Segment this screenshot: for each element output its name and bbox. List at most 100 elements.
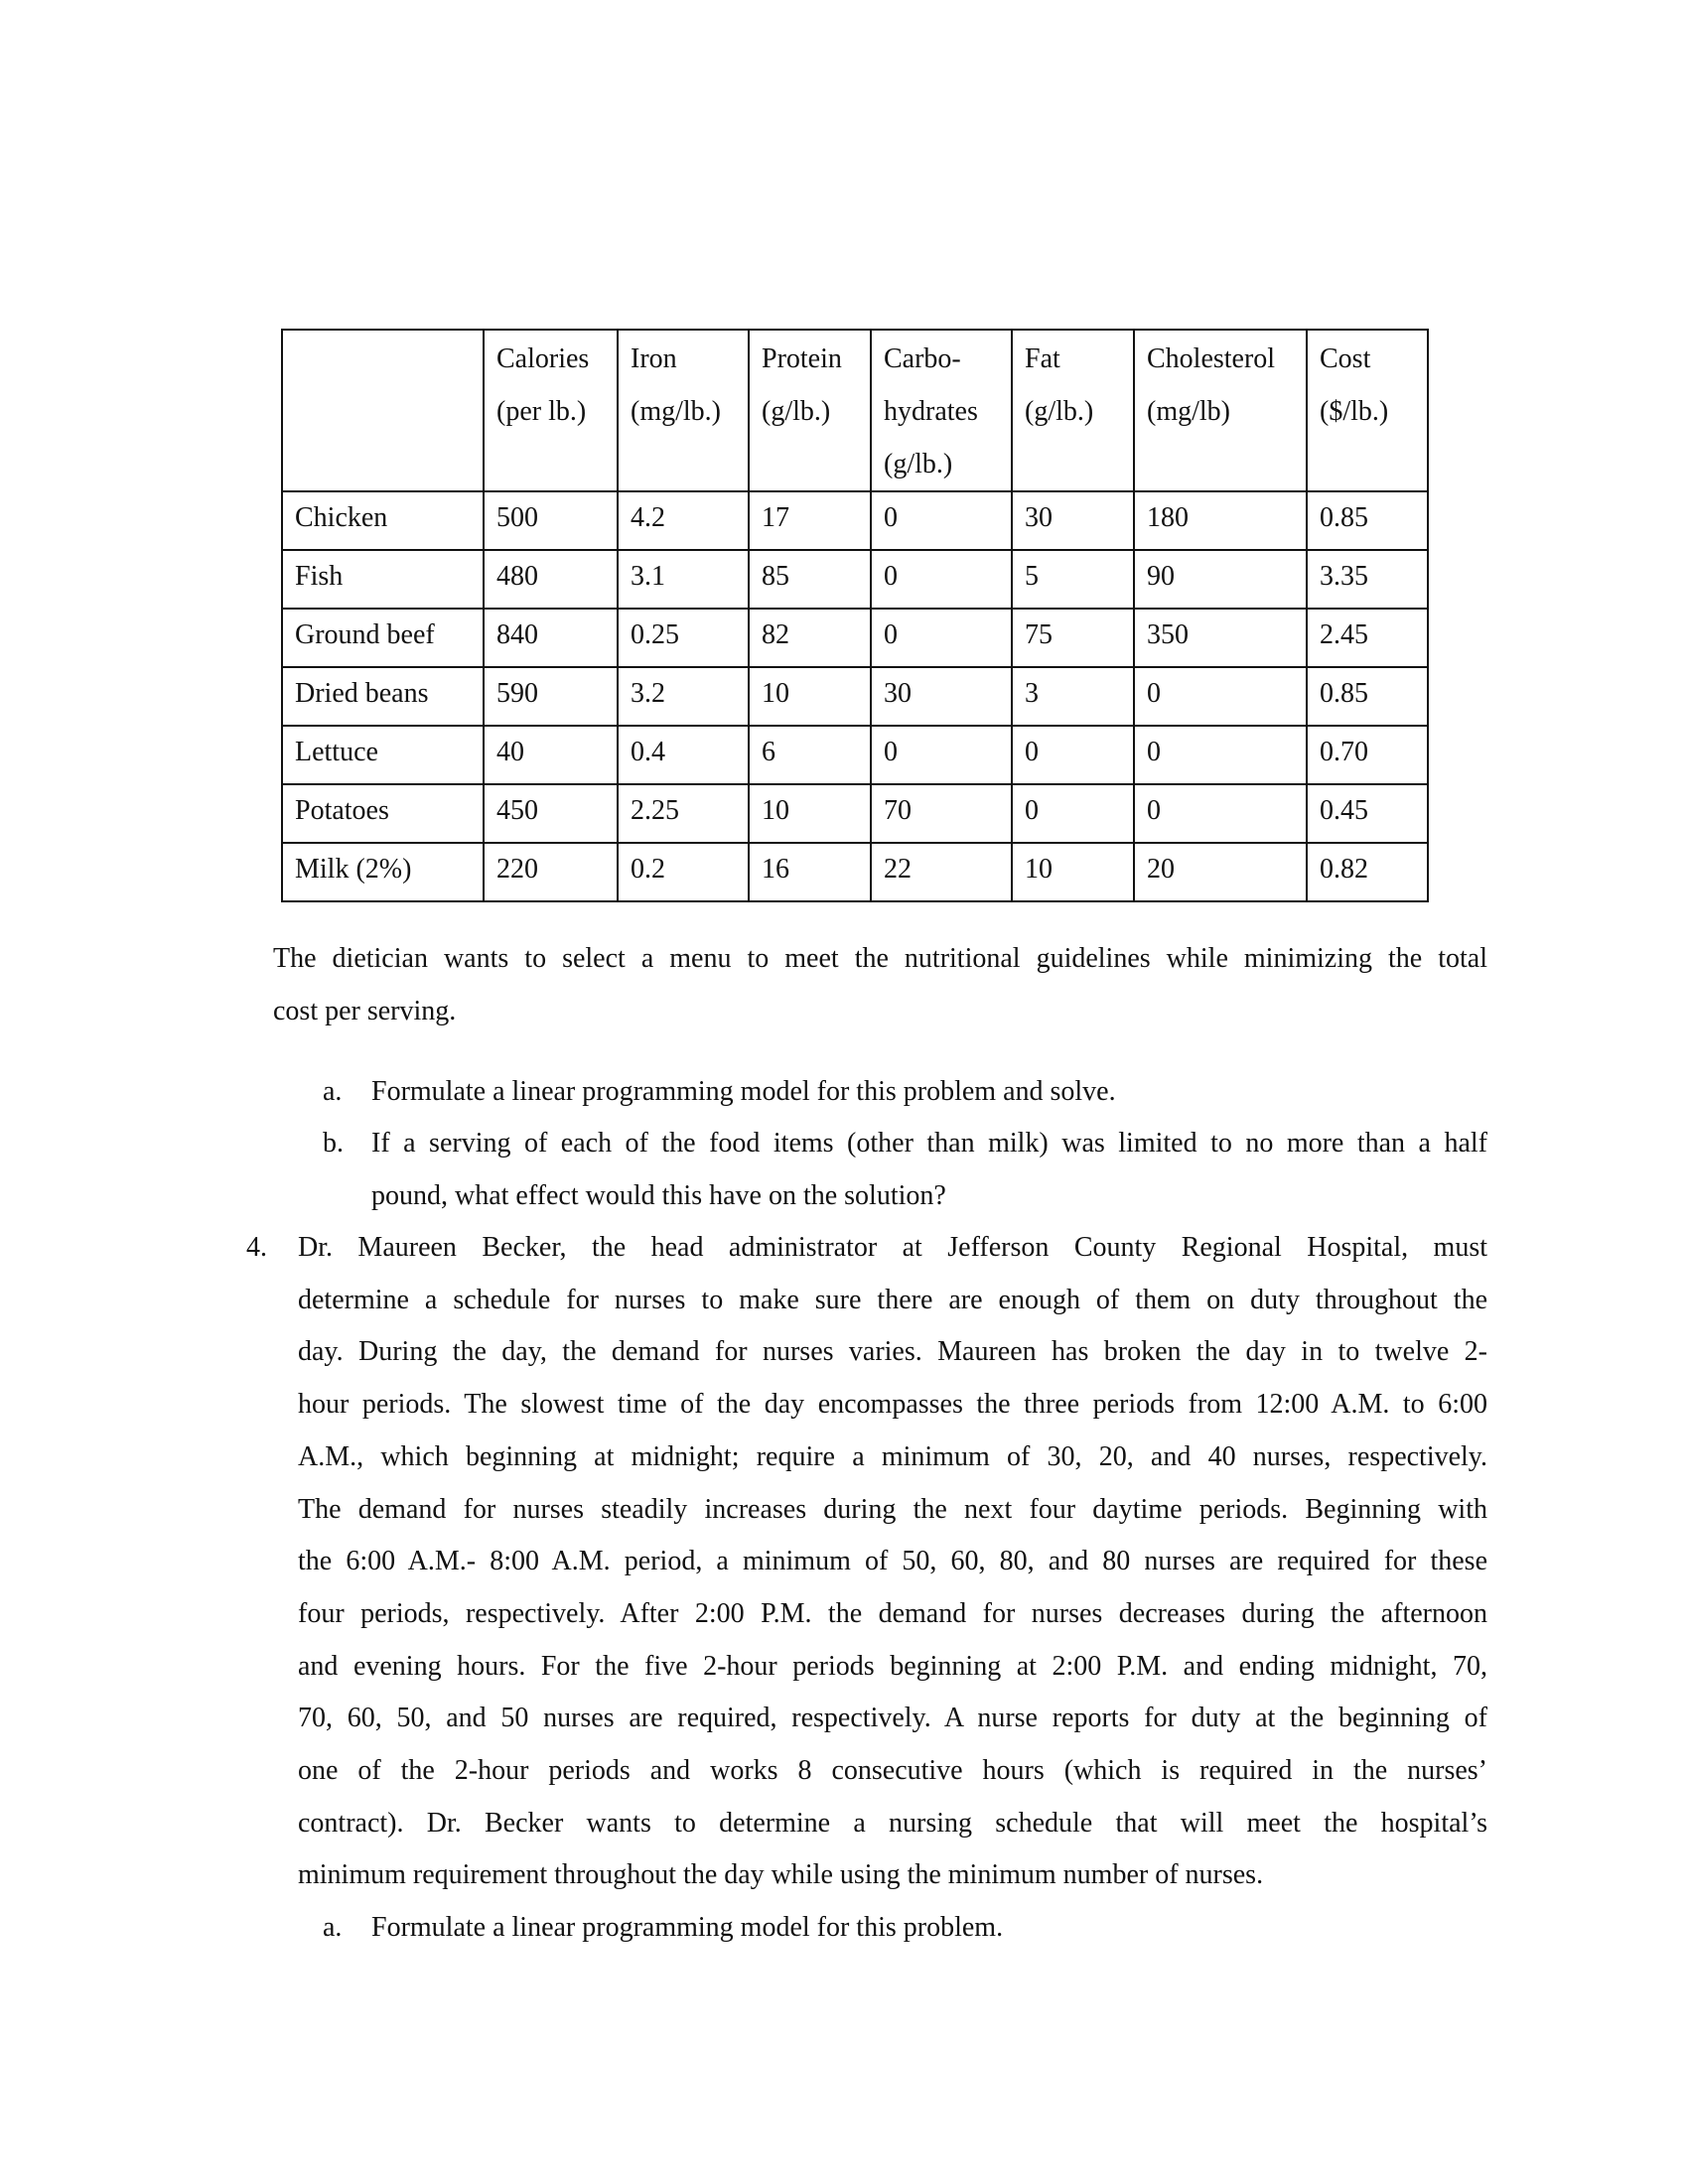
table-cell: 70 bbox=[870, 783, 1013, 844]
row-label: Potatoes bbox=[281, 783, 485, 844]
question-4-text-line: day. During the day, the demand for nurs… bbox=[298, 1336, 1487, 1368]
column-header: Cholesterol (mg/lb) bbox=[1133, 329, 1308, 492]
question-4a-text: Formulate a linear programming model for… bbox=[371, 1912, 1004, 1943]
row-label: Fish bbox=[281, 549, 485, 610]
column-header-line: (mg/lb.) bbox=[631, 396, 721, 427]
column-header: Calories (per lb.) bbox=[483, 329, 619, 492]
table-cell: 75 bbox=[1011, 608, 1135, 668]
column-header-line: hydrates bbox=[884, 396, 978, 427]
column-header-line: (per lb.) bbox=[496, 396, 587, 427]
table-cell: 0.45 bbox=[1306, 783, 1429, 844]
table-cell: 82 bbox=[748, 608, 872, 668]
question-4-text-line: four periods, respectively. After 2:00 P… bbox=[298, 1597, 1487, 1629]
table-cell: 5 bbox=[1011, 549, 1135, 610]
table-cell: 0 bbox=[1133, 725, 1308, 785]
table-cell: 3.35 bbox=[1306, 549, 1429, 610]
question-3b-text-line: pound, what effect would this have on th… bbox=[371, 1180, 946, 1211]
table-cell: 590 bbox=[483, 666, 619, 727]
table-cell: 0 bbox=[870, 608, 1013, 668]
column-header-line: Iron bbox=[631, 343, 677, 374]
table-cell: 450 bbox=[483, 783, 619, 844]
table-row: Fish 480 3.1 85 0 5 90 3.35 bbox=[281, 549, 1429, 610]
column-header: Iron (mg/lb.) bbox=[617, 329, 750, 492]
column-header-line: Fat bbox=[1025, 343, 1060, 374]
question-4-text-line: and evening hours. For the five 2-hour p… bbox=[298, 1650, 1487, 1682]
question-4-text-line: The demand for nurses steadily increases… bbox=[298, 1493, 1487, 1525]
row-label: Dried beans bbox=[281, 666, 485, 727]
question-3b-text-line: If a serving of each of the food items (… bbox=[371, 1128, 1487, 1159]
table-cell: 10 bbox=[748, 666, 872, 727]
table-cell: 30 bbox=[1011, 490, 1135, 551]
table-cell: 0 bbox=[870, 725, 1013, 785]
question-3a-text: Formulate a linear programming model for… bbox=[371, 1076, 1116, 1107]
list-marker: a. bbox=[323, 1912, 343, 1943]
table-cell: 480 bbox=[483, 549, 619, 610]
table-row: Lettuce 40 0.4 6 0 0 0 0.70 bbox=[281, 725, 1429, 785]
table-row: Chicken 500 4.2 17 0 30 180 0.85 bbox=[281, 490, 1429, 551]
question-4-text-line: one of the 2-hour periods and works 8 co… bbox=[298, 1755, 1487, 1786]
table-cell: 3 bbox=[1011, 666, 1135, 727]
table-cell: 2.25 bbox=[617, 783, 750, 844]
column-header-line: (g/lb.) bbox=[762, 396, 831, 427]
table-cell: 6 bbox=[748, 725, 872, 785]
question-4-text-line: the 6:00 A.M.- 8:00 A.M. period, a minim… bbox=[298, 1546, 1487, 1577]
table-cell: 220 bbox=[483, 842, 619, 902]
table-cell: 0.82 bbox=[1306, 842, 1429, 902]
table-cell: 10 bbox=[748, 783, 872, 844]
table-cell: 0.70 bbox=[1306, 725, 1429, 785]
question-number: 4. bbox=[246, 1232, 267, 1263]
table-cell: 0.85 bbox=[1306, 666, 1429, 727]
table-cell: 2.45 bbox=[1306, 608, 1429, 668]
table-cell: 17 bbox=[748, 490, 872, 551]
column-header-line: Calories bbox=[496, 343, 590, 374]
table-cell: 40 bbox=[483, 725, 619, 785]
row-label: Lettuce bbox=[281, 725, 485, 785]
question-4-text-line: minimum requirement throughout the day w… bbox=[298, 1859, 1264, 1891]
question-4-text-line: determine a schedule for nurses to make … bbox=[298, 1284, 1487, 1315]
column-header: Carbo-hydrates (g/lb.) bbox=[870, 329, 1013, 492]
question-4-text-line: hour periods. The slowest time of the da… bbox=[298, 1389, 1487, 1421]
table-cell: 350 bbox=[1133, 608, 1308, 668]
table-cell: 20 bbox=[1133, 842, 1308, 902]
table-cell: 3.1 bbox=[617, 549, 750, 610]
table-cell: 0.4 bbox=[617, 725, 750, 785]
list-marker: a. bbox=[323, 1076, 343, 1107]
column-header-line: (g/lb.) bbox=[1025, 396, 1094, 427]
table-row: Potatoes 450 2.25 10 70 0 0 0.45 bbox=[281, 783, 1429, 844]
table-cell: 0 bbox=[870, 549, 1013, 610]
intro-text-line: The dietician wants to select a menu to … bbox=[273, 943, 1487, 974]
column-header-line: (mg/lb) bbox=[1147, 396, 1230, 427]
table-cell: 500 bbox=[483, 490, 619, 551]
table-cell: 0 bbox=[1011, 783, 1135, 844]
table-row: Dried beans 590 3.2 10 30 3 0 0.85 bbox=[281, 666, 1429, 727]
list-marker: b. bbox=[323, 1128, 344, 1159]
table-cell: 3.2 bbox=[617, 666, 750, 727]
table-row: Ground beef 840 0.25 82 0 75 350 2.45 bbox=[281, 608, 1429, 668]
table-cell: 840 bbox=[483, 608, 619, 668]
column-header: Cost ($/lb.) bbox=[1306, 329, 1429, 492]
row-label: Chicken bbox=[281, 490, 485, 551]
column-header-line: Protein bbox=[762, 343, 842, 374]
question-4-text-line: contract). Dr. Becker wants to determine… bbox=[298, 1807, 1487, 1839]
table-cell: 180 bbox=[1133, 490, 1308, 551]
question-4-text-line: Dr. Maureen Becker, the head administrat… bbox=[298, 1232, 1487, 1263]
column-header: Fat (g/lb.) bbox=[1011, 329, 1135, 492]
table-header-row: Calories (per lb.) Iron (mg/lb.) Protein (g/l… bbox=[281, 329, 1429, 492]
question-4-text-line: A.M., which beginning at midnight; requi… bbox=[298, 1440, 1487, 1472]
column-header: Protein (g/lb.) bbox=[748, 329, 872, 492]
table-cell: 4.2 bbox=[617, 490, 750, 551]
column-header-line: Carbo- bbox=[884, 343, 961, 374]
table-cell: 0 bbox=[870, 490, 1013, 551]
table-cell: 0.85 bbox=[1306, 490, 1429, 551]
table-cell: 10 bbox=[1011, 842, 1135, 902]
table-cell: 30 bbox=[870, 666, 1013, 727]
column-header-line: Cholesterol bbox=[1147, 343, 1276, 374]
table-cell: 16 bbox=[748, 842, 872, 902]
table-cell: 0 bbox=[1011, 725, 1135, 785]
column-header-line: Cost bbox=[1320, 343, 1371, 374]
question-4-text-line: 70, 60, 50, and 50 nurses are required, … bbox=[298, 1703, 1487, 1734]
table-cell: 85 bbox=[748, 549, 872, 610]
nutrition-table: Calories (per lb.) Iron (mg/lb.) Protein (g/l… bbox=[281, 329, 1429, 902]
column-header-line: (g/lb.) bbox=[884, 449, 953, 479]
row-label: Ground beef bbox=[281, 608, 485, 668]
